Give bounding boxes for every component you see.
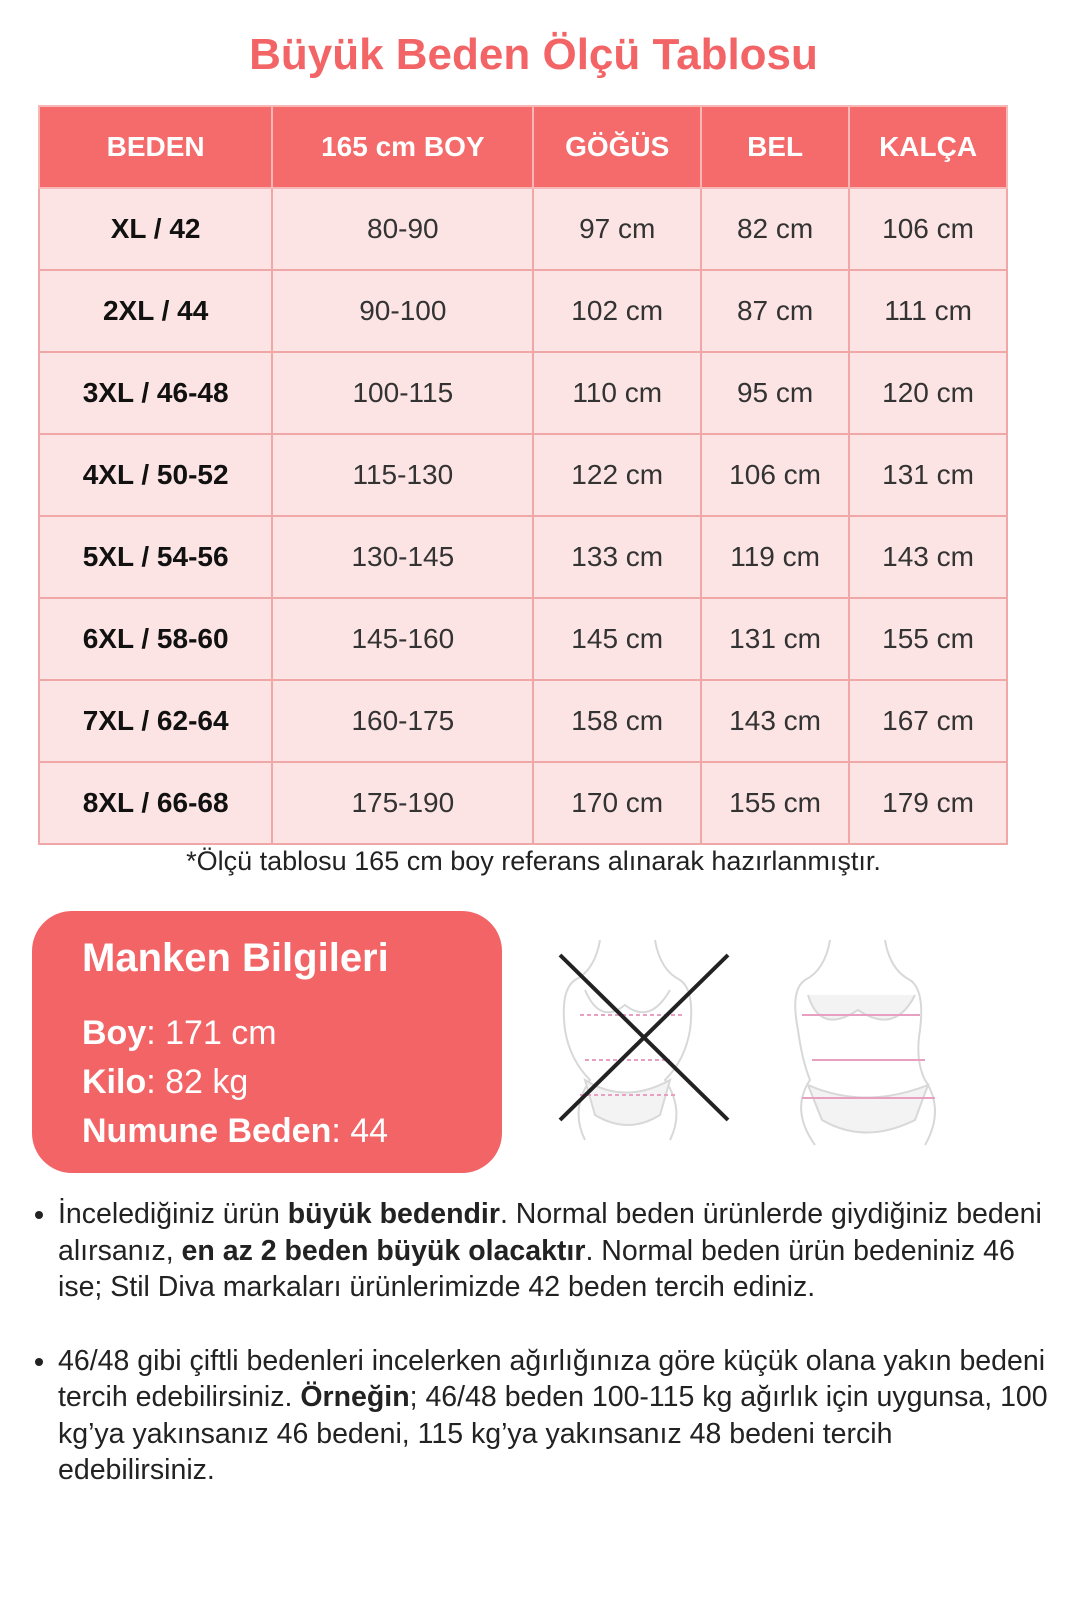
text: İncelediğiniz ürün	[58, 1198, 288, 1230]
bold-text: büyük bedendir	[287, 1198, 500, 1230]
header-cell: GÖĞÜS	[532, 105, 703, 189]
table-cell: 143 cm	[700, 679, 851, 763]
table-cell: 167 cm	[848, 679, 1008, 763]
header-cell: KALÇA	[848, 105, 1008, 189]
table-cell: 102 cm	[532, 269, 703, 353]
text: . Normal beden ürünlerde giydiğiniz bede…	[58, 1198, 1042, 1267]
info-list: İncelediğiniz ürün büyük bedendir. Norma…	[20, 1196, 1048, 1526]
table-body: XL / 42 80-90 97 cm 82 cm 106 cm 2XL / 44 90-1…	[37, 187, 1008, 845]
bold-text: Örneğin	[300, 1381, 410, 1413]
figure-right-measure	[802, 1014, 935, 1099]
size-table: BEDEN 165 cm BOY GÖĞÜS BEL KALÇA XL / 42 80-9…	[37, 105, 1008, 845]
text: : 44	[331, 1112, 389, 1150]
table-cell: 131 cm	[848, 433, 1008, 517]
text: : 171 cm	[146, 1014, 277, 1052]
table-cell: 145-160	[271, 597, 535, 681]
table-cell: 133 cm	[532, 515, 703, 599]
bold-text: Numune Beden	[82, 1112, 332, 1150]
table-cell: 143 cm	[848, 515, 1008, 599]
table-cell: 179 cm	[848, 761, 1008, 845]
info-item: 46/48 gibi çiftli bedenleri incelerken a…	[58, 1343, 1048, 1489]
table-row: 4XL / 50-52 115-130 122 cm 106 cm 131 cm	[37, 433, 1008, 517]
table-cell: 7XL / 62-64	[37, 679, 274, 763]
table-row: XL / 42 80-90 97 cm 82 cm 106 cm	[37, 187, 1008, 271]
title: Büyük Beden Ölçü Tablosu	[249, 30, 818, 79]
table-cell: 175-190	[271, 761, 535, 845]
table-cell: 122 cm	[532, 433, 703, 517]
table-cell: 87 cm	[700, 269, 851, 353]
table-cell: 110 cm	[532, 351, 703, 435]
table-cell: 5XL / 54-56	[37, 515, 274, 599]
table-cell: 170 cm	[532, 761, 703, 845]
table-row: 2XL / 44 90-100 102 cm 87 cm 111 cm	[37, 269, 1008, 353]
bold-text: Kilo	[82, 1063, 147, 1101]
header-cell: BEDEN	[37, 105, 274, 189]
text: ; 46/48 beden 100-115 kg ağırlık için uy…	[58, 1381, 1048, 1486]
header-cell: BEL	[700, 105, 851, 189]
table-cell: 6XL / 58-60	[37, 597, 274, 681]
table-cell: XL / 42	[37, 187, 274, 271]
table-cell: 3XL / 46-48	[37, 351, 274, 435]
figure-right	[794, 939, 936, 1146]
model-title: Manken Bilgileri	[82, 936, 389, 980]
text: . Normal beden ürün bedeniniz 46 ise; St…	[58, 1234, 1015, 1304]
model-line: Numune Beden: 44	[82, 1107, 388, 1156]
table-cell: 131 cm	[700, 597, 851, 681]
header-row: BEDEN 165 cm BOY GÖĞÜS BEL KALÇA	[37, 105, 1008, 189]
table-cell: 106 cm	[848, 187, 1008, 271]
table-cell: 158 cm	[532, 679, 703, 763]
table-cell: 2XL / 44	[37, 269, 274, 353]
body-illustrations	[558, 939, 936, 1146]
cross-line	[558, 953, 730, 1122]
note: *Ölçü tablosu 165 cm boy referans alınar…	[186, 846, 881, 876]
table-row: 6XL / 58-60 145-160 145 cm 131 cm 155 cm	[37, 597, 1008, 681]
model-lines: Boy: 171 cm Kilo: 82 kg Numune Beden: 44	[82, 1009, 388, 1156]
table-row: 8XL / 66-68 175-190 170 cm 155 cm 179 cm	[37, 761, 1008, 845]
figure-left	[562, 939, 693, 1141]
table-cell: 100-115	[271, 351, 535, 435]
bold-text: Boy	[82, 1014, 147, 1052]
model-line: Boy: 171 cm	[82, 1009, 388, 1058]
table-cell: 97 cm	[532, 187, 703, 271]
table-cell: 106 cm	[700, 433, 851, 517]
info-item: İncelediğiniz ürün büyük bedendir. Norma…	[58, 1196, 1048, 1306]
table-row: 3XL / 46-48 100-115 110 cm 95 cm 120 cm	[37, 351, 1008, 435]
table-cell: 160-175	[271, 679, 535, 763]
bold-text: en az 2 beden büyük olacaktır	[181, 1234, 586, 1267]
table-cell: 82 cm	[700, 187, 851, 271]
header-cell: 165 cm BOY	[271, 105, 535, 189]
table-cell: 4XL / 50-52	[37, 433, 274, 517]
table-cell: 111 cm	[848, 269, 1008, 353]
table-cell: 130-145	[271, 515, 535, 599]
table-cell: 120 cm	[848, 351, 1008, 435]
table-row: 7XL / 62-64 160-175 158 cm 143 cm 167 cm	[37, 679, 1008, 763]
model-box: Manken Bilgileri Boy: 171 cm Kilo: 82 kg N…	[32, 911, 502, 1173]
table-cell: 8XL / 66-68	[37, 761, 274, 845]
table-row: 5XL / 54-56 130-145 133 cm 119 cm 143 cm	[37, 515, 1008, 599]
table-cell: 80-90	[271, 187, 535, 271]
table-cell: 90-100	[271, 269, 535, 353]
table-cell: 155 cm	[700, 761, 851, 845]
table-cell: 115-130	[271, 433, 535, 517]
text: : 82 kg	[146, 1063, 249, 1101]
table-cell: 95 cm	[700, 351, 851, 435]
table-cell: 155 cm	[848, 597, 1008, 681]
table-cell: 119 cm	[700, 515, 851, 599]
table-cell: 145 cm	[532, 597, 703, 681]
model-line: Kilo: 82 kg	[82, 1058, 388, 1107]
text: 46/48 gibi çiftli bedenleri incelerken a…	[58, 1344, 1046, 1414]
